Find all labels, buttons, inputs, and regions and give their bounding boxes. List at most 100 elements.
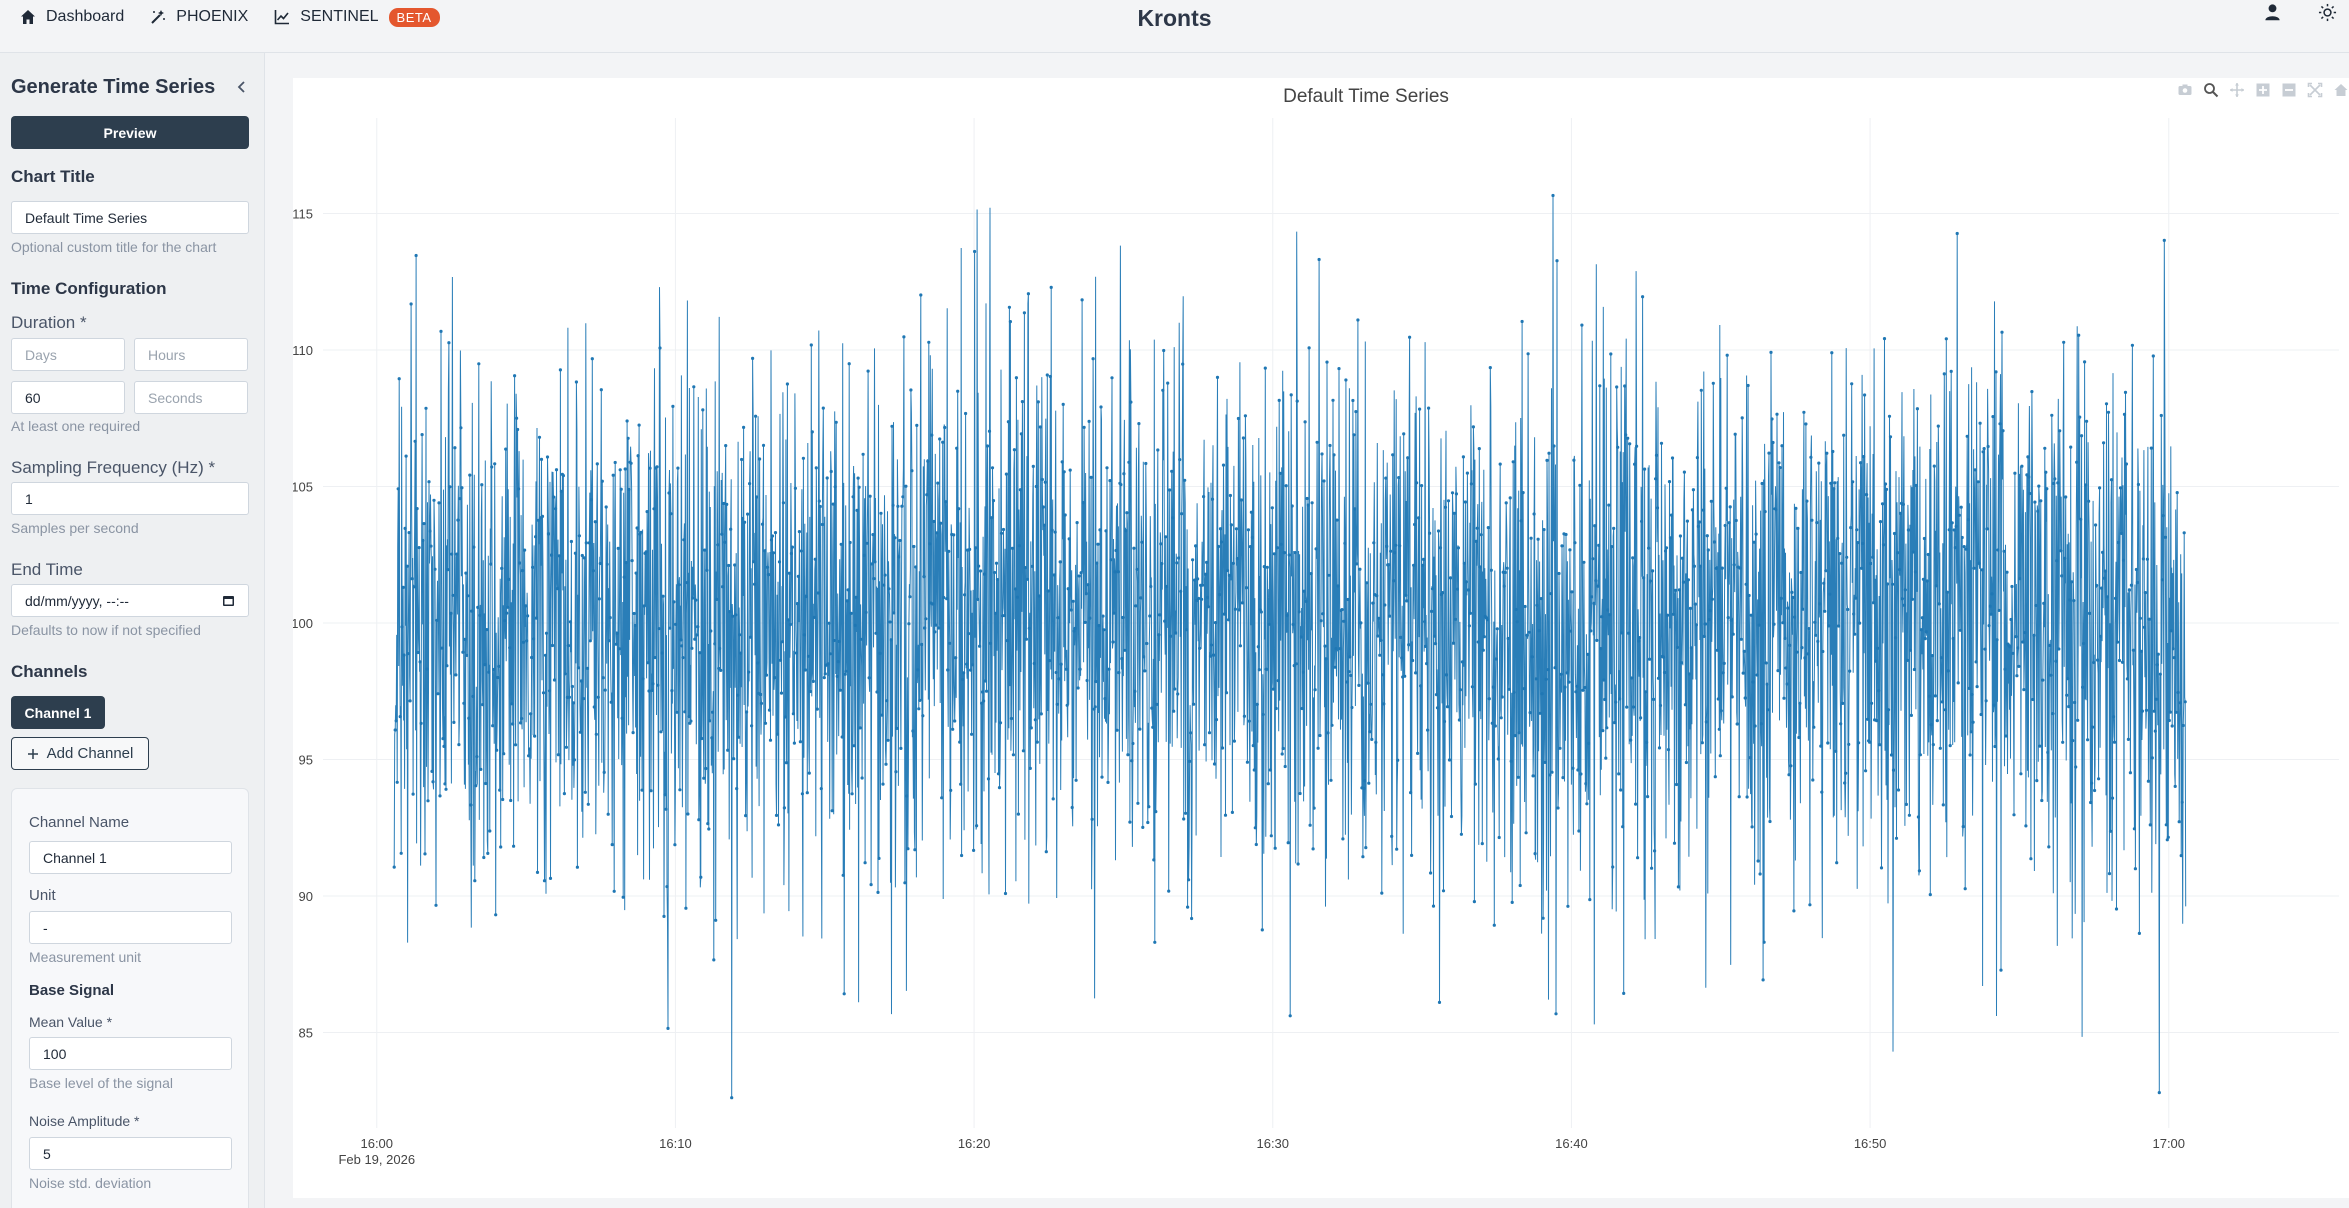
data-point	[2012, 813, 2016, 817]
data-point	[1879, 866, 1884, 870]
end-time-input[interactable]: dd/mm/yyyy, --:--	[11, 584, 249, 617]
data-point	[1181, 362, 1185, 366]
chart-title-input[interactable]: Default Time Series	[11, 201, 249, 234]
unit-input[interactable]: -	[29, 911, 232, 944]
data-point	[1864, 769, 1868, 773]
data-point	[2125, 677, 2129, 681]
data-point	[540, 514, 545, 518]
user-icon[interactable]	[2263, 3, 2282, 22]
data-point	[822, 676, 826, 680]
data-point	[1323, 644, 1327, 648]
data-point	[1130, 759, 1134, 763]
data-point	[1938, 746, 1942, 750]
mean-value-input[interactable]: 100	[29, 1037, 232, 1070]
data-point	[1424, 644, 1428, 649]
minutes-input[interactable]: 60	[11, 381, 125, 414]
data-point	[1307, 346, 1311, 350]
data-point	[923, 626, 927, 630]
nav-sentinel[interactable]: SENTINEL BETA	[274, 7, 440, 27]
sampling-input[interactable]: 1	[11, 482, 249, 515]
theme-toggle-icon[interactable]	[2318, 3, 2337, 22]
data-point	[1855, 528, 1859, 532]
data-point	[1784, 666, 1788, 670]
data-point	[730, 1096, 734, 1100]
zoom-icon[interactable]	[2203, 82, 2219, 98]
data-point	[606, 812, 610, 816]
data-point	[539, 457, 544, 461]
data-point	[715, 597, 719, 602]
data-point	[1011, 753, 1016, 757]
data-point	[1017, 544, 1022, 548]
add-channel-button[interactable]: Add Channel	[11, 737, 149, 770]
data-point	[405, 564, 409, 568]
data-point	[1735, 722, 1739, 726]
data-point	[869, 883, 873, 887]
data-point	[1651, 569, 1655, 573]
data-point	[936, 481, 940, 485]
data-point	[1128, 820, 1132, 824]
data-point	[1543, 760, 1547, 765]
data-point	[986, 777, 991, 781]
data-point	[1460, 660, 1464, 664]
pan-icon[interactable]	[2229, 82, 2245, 98]
data-point	[1197, 596, 1201, 601]
data-point	[1553, 666, 1557, 670]
data-point	[1217, 593, 1222, 597]
nav-phoenix[interactable]: PHOENIX	[150, 8, 248, 26]
data-point	[726, 748, 730, 752]
zoom-out-icon[interactable]	[2281, 82, 2297, 98]
data-point	[959, 782, 963, 786]
data-point	[1704, 720, 1708, 724]
nav-dashboard[interactable]: Dashboard	[20, 8, 124, 26]
data-point	[1776, 669, 1780, 673]
data-point	[1114, 548, 1118, 553]
preview-button[interactable]: Preview	[11, 116, 249, 149]
data-point	[1803, 656, 1807, 660]
data-point	[914, 565, 918, 569]
data-point	[2105, 595, 2110, 599]
data-point	[780, 640, 784, 644]
data-point	[648, 466, 652, 470]
calendar-icon[interactable]	[222, 594, 235, 607]
data-point	[401, 585, 405, 589]
days-input[interactable]: Days	[11, 338, 125, 371]
data-point	[1366, 681, 1370, 685]
collapse-sidebar-button[interactable]	[231, 76, 253, 98]
reset-axes-icon[interactable]	[2333, 82, 2349, 98]
data-point	[1073, 626, 1077, 630]
noise-amplitude-input[interactable]: 5	[29, 1137, 232, 1170]
autoscale-icon[interactable]	[2307, 82, 2323, 98]
data-point	[2034, 603, 2038, 608]
data-point	[1291, 622, 1295, 627]
hours-input[interactable]: Hours	[134, 338, 248, 371]
data-point	[2081, 685, 2085, 689]
data-point	[919, 293, 923, 297]
data-point	[984, 689, 989, 693]
data-point	[1440, 591, 1445, 595]
data-point	[1505, 566, 1509, 570]
data-point	[1405, 599, 1409, 603]
channel-name-input[interactable]: Channel 1	[29, 841, 232, 874]
zoom-in-icon[interactable]	[2255, 82, 2271, 98]
data-point	[2010, 584, 2014, 589]
channel-tab-1[interactable]: Channel 1	[11, 696, 105, 729]
data-point	[1325, 360, 1329, 364]
data-point	[1593, 524, 1597, 528]
data-point	[1993, 744, 1997, 749]
data-point	[1942, 372, 1946, 376]
data-point	[466, 594, 470, 598]
data-point	[1541, 916, 1545, 920]
data-point	[1970, 692, 1974, 697]
data-point	[1599, 647, 1603, 651]
data-point	[1896, 788, 1901, 792]
data-point	[1744, 582, 1748, 586]
seconds-input[interactable]: Seconds	[134, 381, 248, 414]
time-series-chart[interactable]: Default Time Series859095100105110115Val…	[293, 78, 2349, 1198]
data-point	[1656, 676, 1661, 680]
data-point	[819, 787, 823, 791]
duration-label: Duration *	[11, 313, 87, 332]
camera-icon[interactable]	[2177, 82, 2193, 98]
data-point	[2051, 712, 2055, 716]
data-point	[511, 722, 515, 726]
data-point	[831, 502, 835, 506]
